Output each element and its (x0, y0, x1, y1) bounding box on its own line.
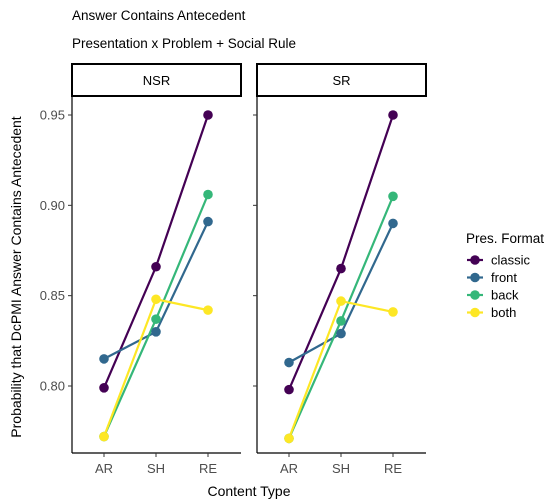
data-point-both (336, 296, 346, 306)
data-point-classic (203, 110, 213, 120)
data-point-classic (151, 261, 161, 272)
data-point-classic (284, 384, 294, 395)
legend-label: both (491, 305, 516, 320)
legend-label: classic (491, 253, 531, 268)
legend-key (470, 290, 480, 300)
facet-strip-label: NSR (143, 73, 170, 88)
data-point-front (203, 216, 213, 227)
data-point-back (388, 191, 398, 202)
facet-strip (71, 63, 242, 97)
legend-title: Pres. Format (466, 231, 544, 246)
facet-panel: NSR 0.80 0.85 0.90 0.95 AR SH RE (40, 63, 242, 476)
legend-item-back: back (467, 288, 519, 303)
x-tick-label: RE (199, 461, 217, 476)
legend-item-classic: classic (467, 253, 531, 268)
data-point-front (284, 357, 294, 368)
y-tick-label: 0.80 (40, 379, 65, 394)
y-tick-label: 0.90 (40, 198, 65, 213)
legend: Pres. Format classic front back both (466, 231, 544, 320)
legend-item-front: front (467, 270, 517, 285)
series-line-classic (102, 114, 210, 389)
facets: NSR 0.80 0.85 0.90 0.95 AR SH RE SR AR SH RE (40, 63, 427, 476)
data-point-both (203, 305, 213, 315)
data-point-both (284, 433, 294, 444)
y-tick-label: 0.95 (40, 108, 65, 123)
facet-panel: SR AR SH RE (253, 63, 427, 476)
data-point-front (99, 354, 109, 364)
data-point-front (388, 218, 398, 229)
data-point-classic (99, 383, 109, 393)
data-point-both (388, 307, 398, 317)
legend-label: back (491, 288, 519, 303)
facet-strip (256, 63, 427, 97)
x-tick-label: AR (95, 461, 113, 476)
series-line-classic (287, 114, 395, 391)
data-point-classic (388, 110, 398, 120)
x-tick-label: RE (384, 461, 402, 476)
y-axis-title: Probability that DcPMI Answer Contains A… (8, 116, 24, 438)
data-point-both (99, 431, 109, 442)
x-tick-label: AR (280, 461, 298, 476)
x-tick-label: SH (332, 461, 350, 476)
data-point-both (151, 294, 161, 305)
facet-strip-label: SR (332, 73, 350, 88)
data-point-back (203, 189, 213, 200)
chart-subtitle: Presentation x Problem + Social Rule (72, 36, 296, 51)
data-point-front (336, 328, 346, 339)
series-line-front (103, 221, 209, 360)
x-axis-title: Content Type (207, 483, 290, 499)
legend-item-both: both (467, 305, 516, 320)
data-point-classic (336, 263, 346, 274)
chart-title: Answer Contains Antecedent (72, 8, 246, 23)
legend-key (470, 272, 480, 283)
legend-key (470, 307, 480, 318)
data-point-back (336, 316, 346, 326)
legend-key (470, 255, 480, 265)
data-point-back (151, 314, 161, 324)
y-tick-label: 0.85 (40, 288, 65, 303)
series-line-front (288, 222, 394, 364)
x-tick-label: SH (147, 461, 165, 476)
data-point-front (151, 327, 161, 337)
legend-label: front (491, 270, 517, 285)
